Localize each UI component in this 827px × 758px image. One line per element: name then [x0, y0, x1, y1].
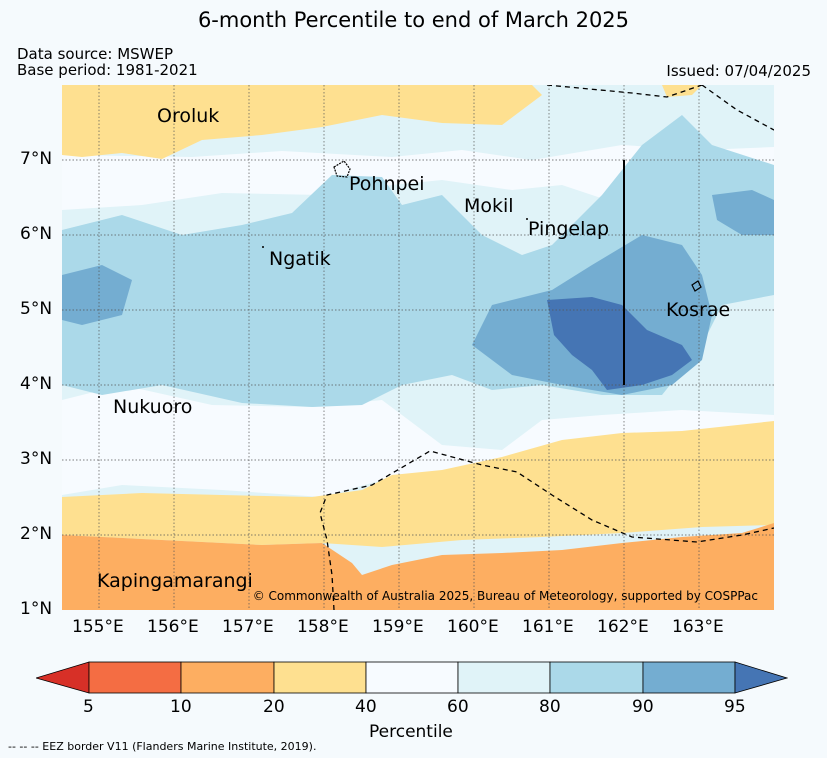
place-oroluk: Oroluk [157, 105, 219, 127]
colorbar-80-90 [549, 661, 644, 694]
colorbar-tick-90: 90 [632, 697, 654, 717]
place-pohnpei: Pohnpei [349, 173, 425, 195]
colorbar-10-20 [180, 661, 275, 694]
colorbar-5-10 [88, 661, 182, 694]
base-period-text: Base period: 1981-2021 [17, 61, 198, 79]
issued-date: Issued: 07/04/2025 [666, 62, 811, 80]
colorbar-60-80 [457, 661, 551, 694]
place-kosrae: Kosrae [666, 299, 730, 321]
source-info: Data source: MSWEP Base period: 1981-202… [17, 46, 198, 78]
lat-tick-7: 7°N [20, 149, 53, 169]
colorbar-tick-80: 80 [539, 697, 561, 717]
lon-tick-158: 158°E [297, 617, 349, 637]
lon-tick-159: 159°E [372, 617, 424, 637]
nukuoro-dot [98, 396, 100, 398]
ngatik-dot [262, 246, 264, 248]
lat-tick-1: 1°N [20, 599, 53, 619]
pohnpei-outline [333, 160, 351, 178]
lon-tick-160: 160°E [447, 617, 499, 637]
chart-title: 6-month Percentile to end of March 2025 [197, 8, 630, 32]
lon-tick-161: 161°E [522, 617, 574, 637]
band-20-40-north [62, 85, 542, 159]
lat-tick-6: 6°N [20, 224, 53, 244]
colorbar-tick-60: 60 [447, 697, 469, 717]
place-pingelap: Pingelap [528, 218, 609, 240]
colorbar-tick-20: 20 [263, 697, 285, 717]
copyright-credit: © Commonwealth of Australia 2025, Bureau… [253, 589, 758, 603]
band-90-95-east [712, 190, 774, 235]
lat-tick-4: 4°N [20, 374, 53, 394]
lon-tick-156: 156°E [147, 617, 199, 637]
band-40-60-upper [62, 145, 774, 210]
place-nukuoro: Nukuoro [113, 396, 192, 418]
band-20-40-south [62, 421, 774, 547]
lat-tick-2: 2°N [20, 524, 53, 544]
colorbar-tick-95: 95 [724, 697, 746, 717]
band-40-60-lower [62, 385, 774, 497]
lon-tick-162: 162°E [597, 617, 649, 637]
lon-tick-155: 155°E [72, 617, 124, 637]
colorbar-tick-5: 5 [83, 697, 94, 717]
colorbar-tick-40: 40 [355, 697, 377, 717]
lat-tick-3: 3°N [20, 449, 53, 469]
colorbar [36, 661, 788, 694]
place-mokil: Mokil [464, 195, 514, 217]
pingelap-dot [526, 218, 528, 220]
colorbar-high-extend [734, 661, 788, 694]
colorbar-low-extend [36, 661, 90, 694]
graticule [62, 85, 774, 610]
place-kapingamarangi: Kapingamarangi [97, 570, 253, 592]
colorbar-tick-10: 10 [170, 697, 192, 717]
percentile-map: Oroluk Pohnpei Mokil Pingelap Ngatik Kos… [62, 85, 774, 610]
colorbar-40-60 [365, 661, 459, 694]
colorbar-90-95 [642, 661, 736, 694]
lon-tick-163: 163°E [672, 617, 724, 637]
colorbar-title: Percentile [369, 722, 453, 742]
eez-border [319, 85, 774, 610]
lat-tick-5: 5°N [20, 299, 53, 319]
kosrae-outline [691, 280, 702, 292]
eez-footnote: -- -- -- EEZ border V11 (Flanders Marine… [8, 740, 317, 753]
data-source-text: Data source: MSWEP [17, 45, 174, 63]
band-above-95 [547, 297, 692, 390]
band-10-20-south [62, 523, 774, 610]
place-ngatik: Ngatik [269, 248, 331, 270]
colorbar-20-40 [273, 661, 367, 694]
lon-tick-157: 157°E [222, 617, 274, 637]
